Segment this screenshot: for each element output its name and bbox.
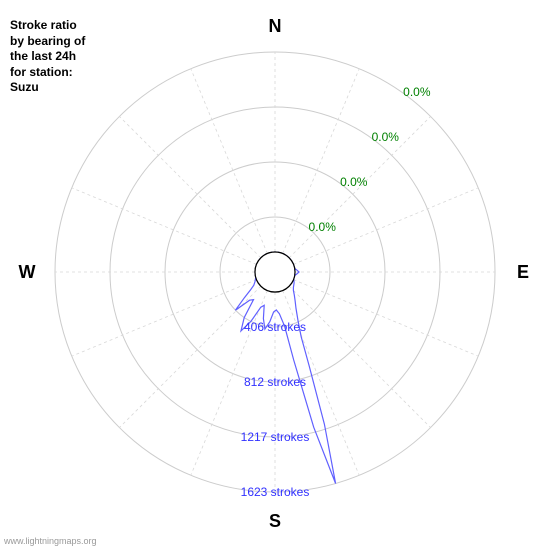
cardinal-N: N xyxy=(269,16,282,36)
ring-percent-label: 0.0% xyxy=(309,220,337,234)
footer-credit: www.lightningmaps.org xyxy=(4,536,97,546)
stroke-count-label: 1217 strokes xyxy=(241,430,310,444)
cardinal-W: W xyxy=(19,262,36,282)
polar-chart: 0.0% 0.0% 0.0% 0.0% 406 strokes 812 strokes 12… xyxy=(0,0,550,550)
stroke-count-label: 1623 strokes xyxy=(241,485,310,499)
stroke-count-label: 812 strokes xyxy=(244,375,306,389)
cardinal-E: E xyxy=(517,262,529,282)
ring-percent-label: 0.0% xyxy=(403,85,431,99)
ring-percent-label: 0.0% xyxy=(340,175,368,189)
ring-percent-label: 0.0% xyxy=(372,130,400,144)
stroke-count-label: 406 strokes xyxy=(244,320,306,334)
cardinal-S: S xyxy=(269,511,281,531)
